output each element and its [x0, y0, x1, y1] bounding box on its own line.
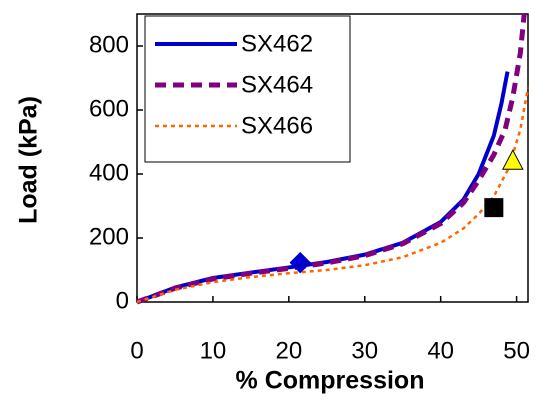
y-axis-title: Load (kPa) — [15, 96, 43, 224]
x-tick-label: 30 — [351, 337, 378, 364]
y-tick-label: 0 — [116, 287, 129, 314]
x-tick-label: 10 — [200, 337, 227, 364]
x-tick-label: 0 — [130, 337, 143, 364]
x-tick-label: 20 — [275, 337, 302, 364]
marker — [289, 251, 311, 274]
series-line — [136, 87, 530, 304]
x-axis-title: % Compression — [236, 367, 425, 395]
series-line — [136, 13, 527, 305]
x-tick-label: 40 — [427, 337, 454, 364]
y-tick-label: 200 — [89, 223, 129, 250]
legend-label: SX464 — [241, 71, 313, 98]
x-tick-label: 50 — [503, 337, 530, 364]
marker — [484, 198, 504, 218]
legend-label: SX462 — [241, 30, 313, 57]
y-tick-label: 800 — [89, 31, 129, 58]
y-tick-label: 400 — [89, 159, 129, 186]
legend-label: SX466 — [241, 112, 313, 139]
marker — [501, 149, 524, 170]
legend-box — [144, 15, 351, 163]
plot-frame — [136, 13, 529, 303]
y-tick-label: 600 — [89, 95, 129, 122]
